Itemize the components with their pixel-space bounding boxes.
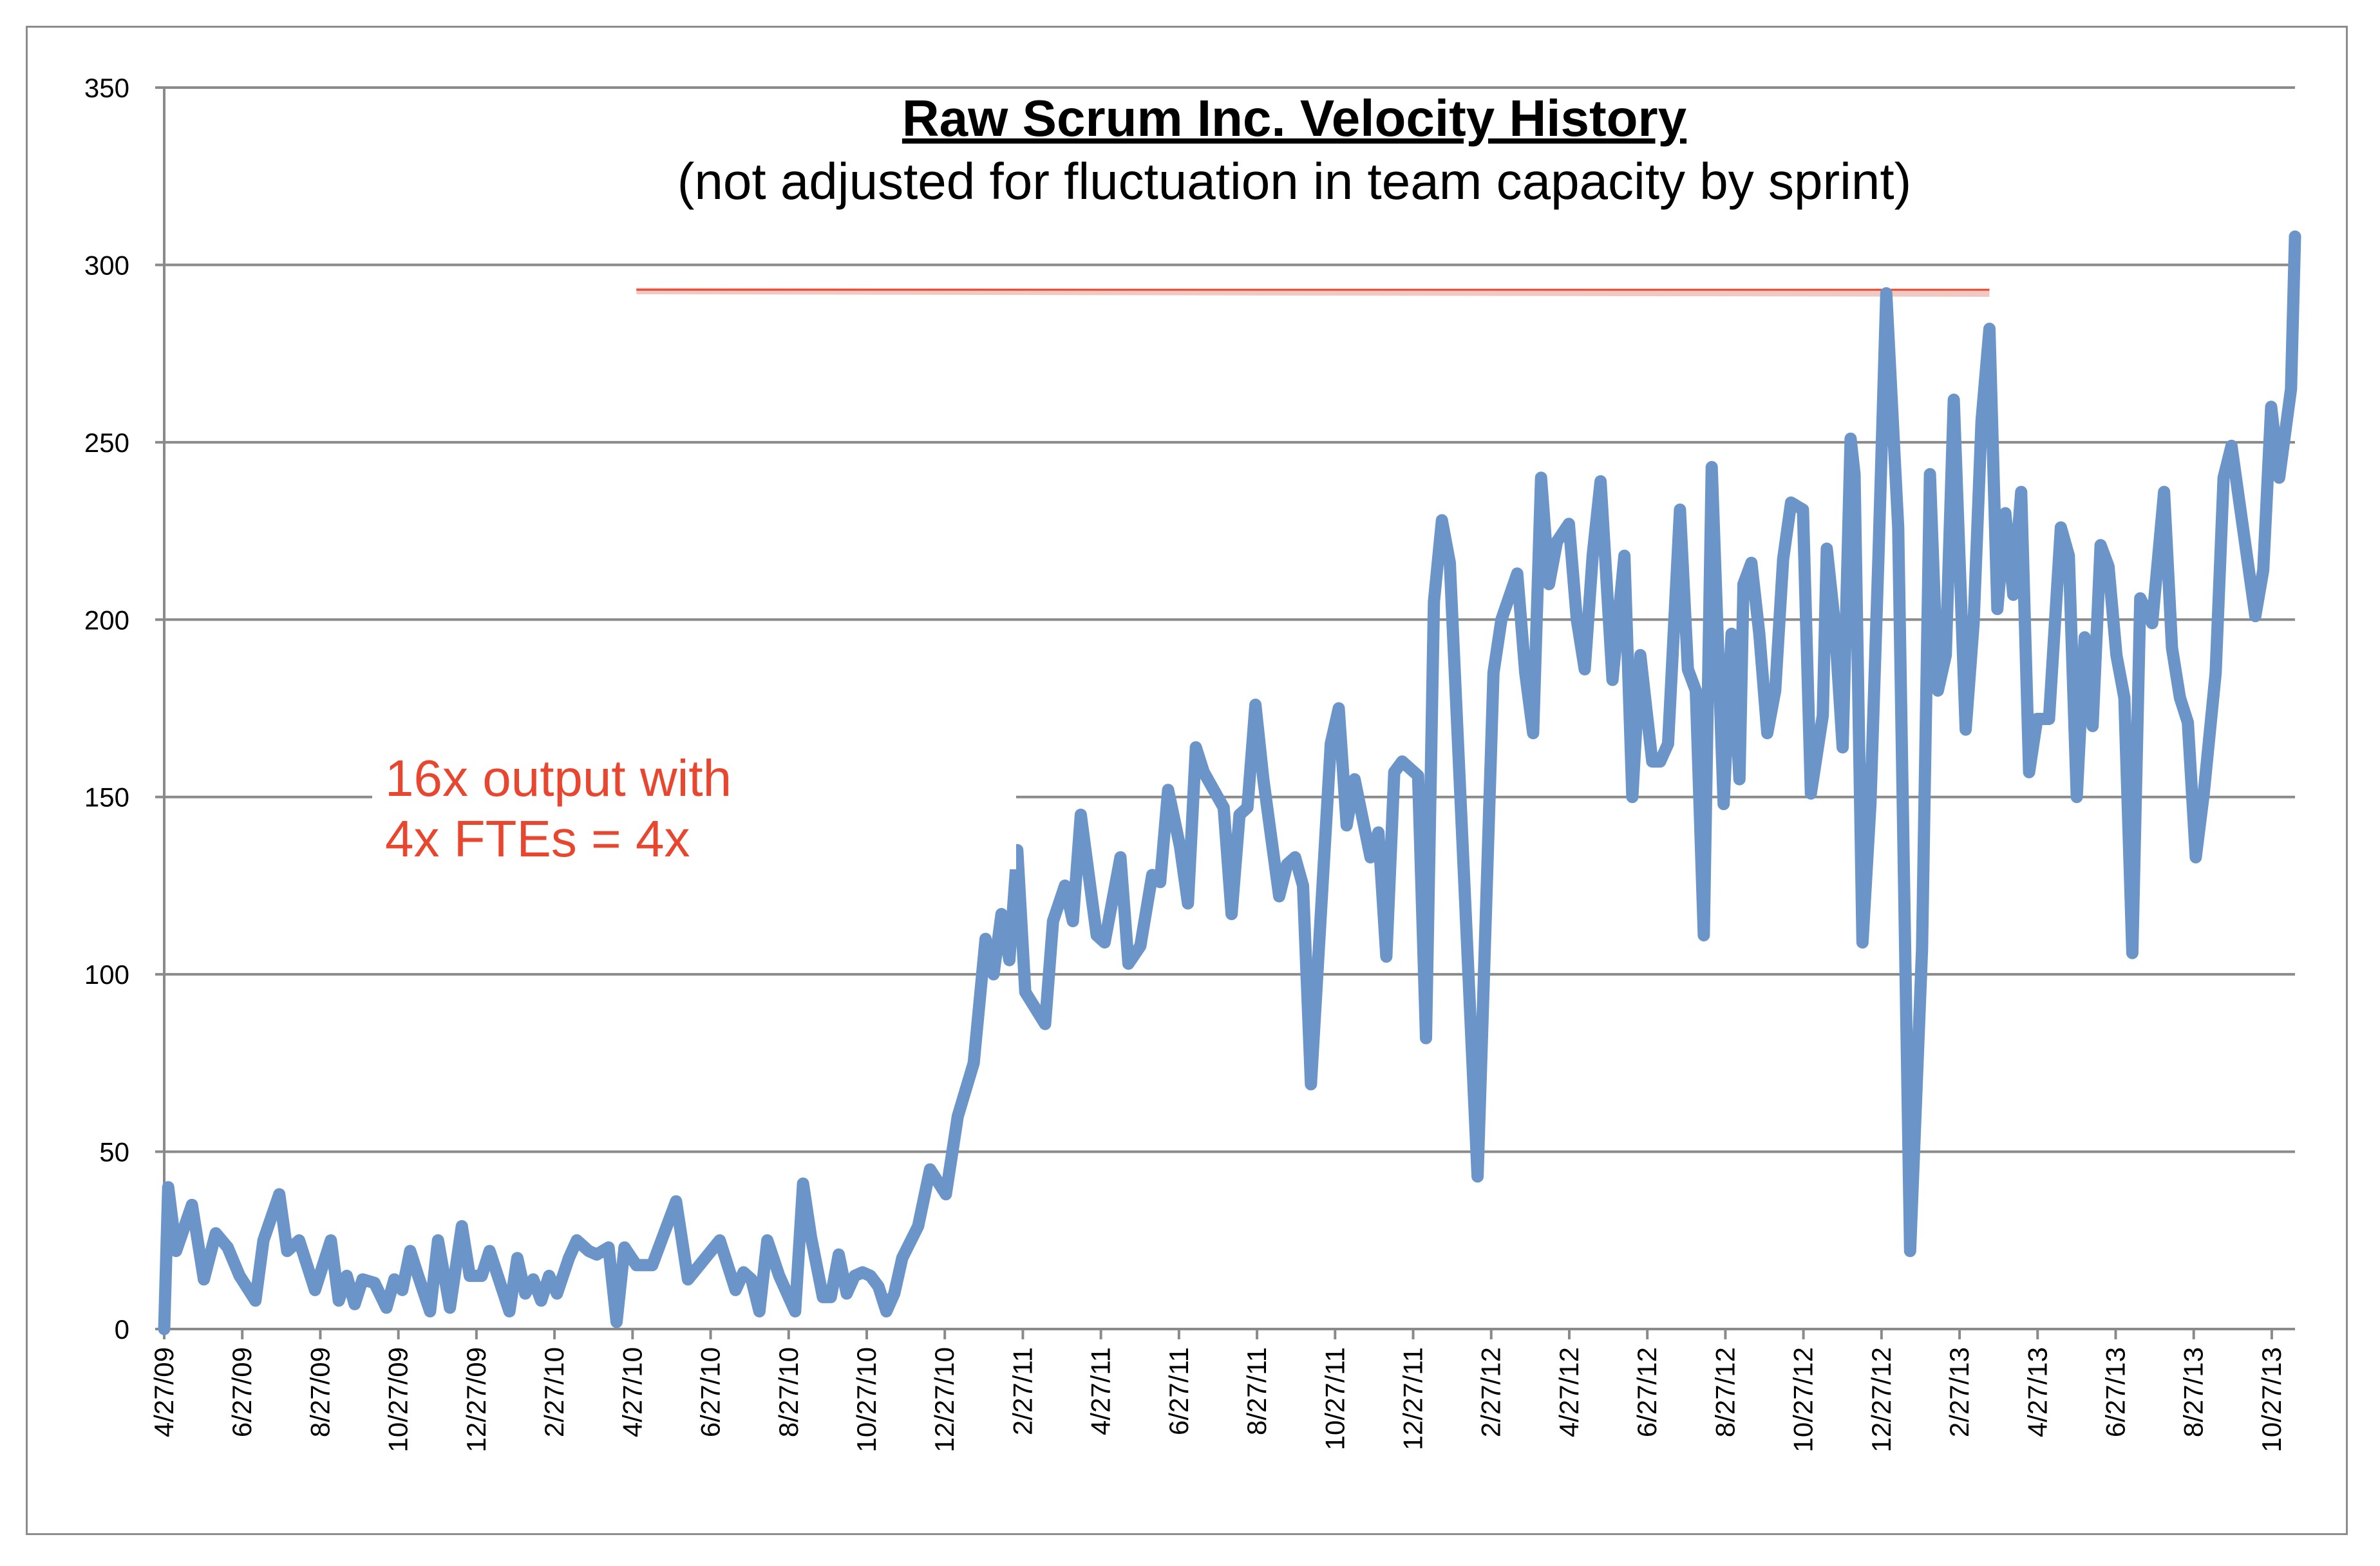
x-axis-ticks: 4/27/09 6/27/09 8/27/09 10/27/09 12/27/09 2/2…	[149, 1329, 2287, 1453]
x-tick-label: 6/27/09	[227, 1347, 257, 1437]
x-tick-label: 10/27/13	[2256, 1347, 2287, 1453]
y-tick-label: 350	[84, 73, 129, 103]
x-tick-label: 6/27/11	[1164, 1347, 1194, 1435]
x-tick-label: 8/27/11	[1242, 1347, 1272, 1435]
x-tick-label: 4/27/11	[1086, 1347, 1116, 1435]
reference-line-group	[636, 287, 1990, 297]
x-tick-label: 10/27/09	[383, 1347, 413, 1453]
y-tick-label: 100	[84, 959, 129, 990]
x-tick-label: 6/27/13	[2100, 1347, 2130, 1437]
x-tick-label: 8/27/13	[2178, 1347, 2209, 1437]
y-tick-label: 150	[84, 782, 129, 813]
y-axis-ticks: 0 50 100 150 200 250 300 350	[84, 73, 164, 1344]
x-tick-label: 4/27/13	[2022, 1347, 2052, 1437]
x-tick-label: 6/27/10	[695, 1347, 726, 1437]
x-tick-label: 12/27/09	[461, 1347, 491, 1453]
annotation-line-2: 4x FTEs = 4x	[385, 810, 690, 867]
x-tick-label: 8/27/09	[305, 1347, 335, 1437]
y-tick-label: 300	[84, 250, 129, 280]
y-tick-label: 250	[84, 428, 129, 458]
y-tick-label: 50	[99, 1137, 129, 1167]
reference-line-shadow	[636, 287, 1990, 297]
x-tick-label: 10/27/10	[851, 1347, 882, 1453]
y-tick-label: 0	[115, 1314, 129, 1344]
x-tick-label: 10/27/12	[1788, 1347, 1818, 1453]
chart-title: Raw Scrum Inc. Velocity History	[902, 90, 1687, 147]
x-tick-label: 2/27/12	[1476, 1347, 1506, 1437]
x-tick-label: 4/27/09	[149, 1347, 179, 1437]
x-tick-label: 2/27/11	[1007, 1347, 1037, 1435]
annotation-line-1: 16x output with	[385, 750, 732, 807]
x-tick-label: 4/27/10	[617, 1347, 647, 1437]
x-tick-label: 2/27/13	[1944, 1347, 1974, 1437]
chart-frame	[26, 26, 2348, 1535]
annotation-text: 16x output with 4x FTEs = 4x	[372, 748, 1016, 869]
x-tick-label: 8/27/10	[773, 1347, 804, 1437]
x-tick-label: 12/27/10	[929, 1347, 959, 1453]
x-tick-label: 2/27/10	[539, 1347, 569, 1437]
chart-title-block: Raw Scrum Inc. Velocity History (not adj…	[618, 0, 1970, 258]
x-tick-label: 12/27/12	[1866, 1347, 1896, 1453]
x-tick-label: 8/27/12	[1710, 1347, 1740, 1437]
series-group	[158, 230, 2301, 1335]
chart-subtitle: (not adjusted for fluctuation in team ca…	[677, 153, 1912, 210]
x-tick-label: 4/27/12	[1554, 1347, 1584, 1437]
y-tick-label: 200	[84, 605, 129, 635]
series-line-velocity	[158, 230, 2301, 1335]
x-tick-label: 6/27/12	[1632, 1347, 1662, 1437]
axes	[163, 88, 2295, 1330]
x-tick-label: 12/27/11	[1398, 1347, 1428, 1450]
x-tick-label: 10/27/11	[1319, 1347, 1350, 1450]
